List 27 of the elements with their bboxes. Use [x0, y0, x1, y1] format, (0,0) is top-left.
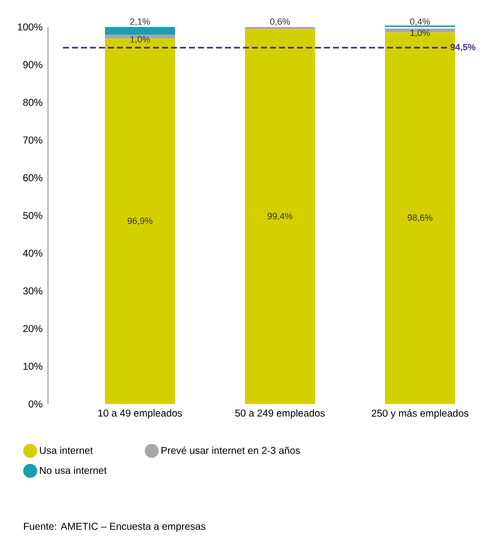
y-tick-label: 100% — [18, 23, 42, 31]
y-tick-label: 50% — [23, 212, 42, 220]
data-label: 98,6% — [408, 214, 432, 222]
data-label: 2,1% — [130, 18, 150, 26]
x-tick-label: 50 a 249 empleados — [235, 409, 325, 419]
y-tick-label: 40% — [22, 250, 42, 257]
y-tick-label: 80% — [23, 98, 42, 106]
source-note: Fuente: AMETIC – Encuesta a empresas — [24, 522, 206, 532]
y-tick-label: 0% — [28, 400, 42, 408]
y-tick-label: 30% — [23, 287, 42, 294]
data-label: 0,6% — [270, 18, 290, 26]
y-tick-label: 90% — [23, 61, 42, 68]
legend-label: No usa internet — [40, 466, 107, 474]
data-label: 99,4% — [268, 212, 292, 220]
y-tick-label: 20% — [23, 325, 42, 332]
legend-label: Usa internet — [40, 446, 93, 454]
bar — [244, 29, 315, 404]
legend-label: Prevé usar internet en 2-3 años — [162, 446, 300, 454]
x-tick-label: 250 y más empleados — [372, 409, 468, 419]
data-label: 96,9% — [128, 218, 152, 226]
y-tick-label: 10% — [24, 362, 42, 370]
y-tick-label: 70% — [23, 136, 42, 144]
data-label: 0,4% — [410, 18, 430, 26]
bar — [104, 26, 175, 35]
y-tick-label: 60% — [23, 174, 42, 182]
bar — [244, 26, 315, 30]
x-tick-label: 10 a 49 empleados — [98, 409, 182, 419]
